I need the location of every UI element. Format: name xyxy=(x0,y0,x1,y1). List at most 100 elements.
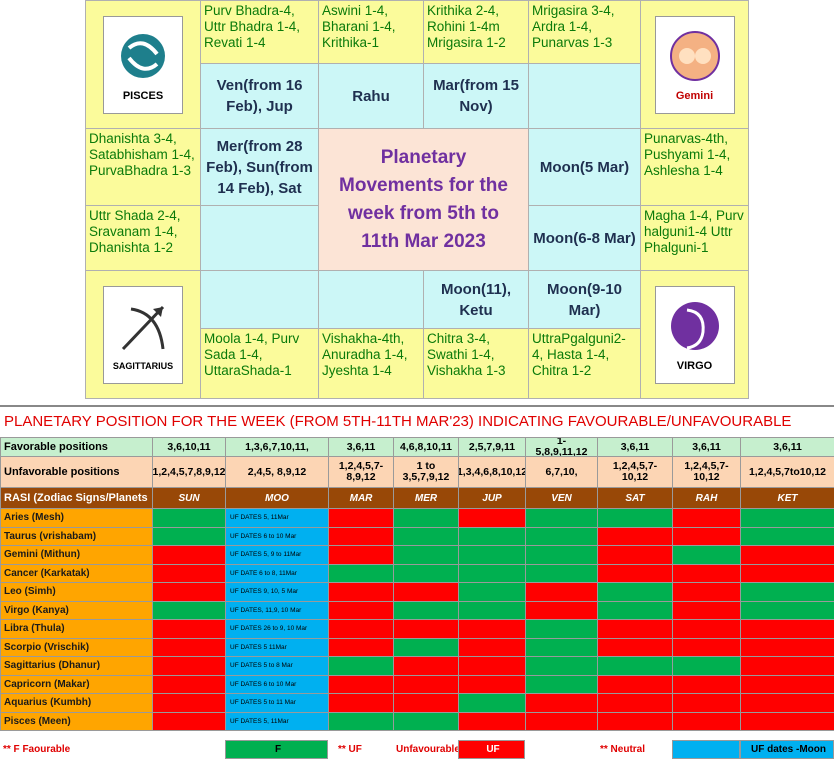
status-cell xyxy=(152,508,226,528)
nakshatra-cell: UttraPgalguni2-4, Hasta 1-4, Chitra 1-2 xyxy=(528,328,641,399)
position-cell: 1,2,4,5,7to10,12 xyxy=(740,456,834,488)
planet-cell xyxy=(200,205,319,271)
nakshatra-cell: Magha 1-4, Purv halguni1-4 Uttr Phalguni… xyxy=(640,205,749,271)
legend-item: ** F Faourable xyxy=(0,740,151,759)
status-cell xyxy=(672,582,741,602)
position-cell: 1,3,4,6,8,10,12 xyxy=(458,456,526,488)
status-cell xyxy=(525,711,598,731)
status-cell xyxy=(393,674,459,694)
column-header: RAH xyxy=(672,487,741,509)
row-label: Unfavorable positions xyxy=(0,456,153,488)
nakshatra-cell: Moola 1-4, Purv Sada 1-4, UttaraShada-1 xyxy=(200,328,319,399)
sign-label: Gemini (Mithun) xyxy=(0,545,153,565)
status-cell xyxy=(597,637,673,657)
position-cell: 6,7,10, xyxy=(525,456,598,488)
emblem-card: VIRGO xyxy=(654,285,735,384)
nakshatra-cell: Aswini 1-4, Bharani 1-4, Krithika-1 xyxy=(318,0,424,64)
status-cell xyxy=(152,600,226,620)
status-cell xyxy=(525,582,598,602)
status-cell xyxy=(740,693,834,713)
status-cell xyxy=(328,582,394,602)
status-cell xyxy=(525,693,598,713)
status-cell xyxy=(672,674,741,694)
position-cell: 2,5,7,9,11 xyxy=(458,437,526,457)
legend-swatch xyxy=(672,740,740,759)
status-cell xyxy=(525,526,598,546)
column-header: SUN xyxy=(152,487,226,509)
status-cell xyxy=(525,637,598,657)
emblem-icon xyxy=(669,30,720,81)
moon-note: UF DATES 26 to 9, 10 Mar xyxy=(225,619,329,639)
status-cell xyxy=(328,600,394,620)
status-cell xyxy=(328,637,394,657)
position-cell: 2,4,5, 8,9,12 xyxy=(225,456,329,488)
status-cell xyxy=(740,526,834,546)
position-cell: 1,3,6,7,10,11, xyxy=(225,437,329,457)
status-cell xyxy=(740,582,834,602)
status-cell xyxy=(672,545,741,565)
status-cell xyxy=(152,563,226,583)
position-cell: 3,6,11 xyxy=(597,437,673,457)
planet-cell xyxy=(200,270,319,329)
status-cell xyxy=(672,637,741,657)
moon-note: UF DATES 5, 9 to 11Mar xyxy=(225,545,329,565)
status-cell xyxy=(328,563,394,583)
emblem-icon xyxy=(121,305,165,350)
emblem-label: Gemini xyxy=(675,89,714,102)
status-cell xyxy=(672,711,741,731)
planet-cell: Moon(9-10 Mar) xyxy=(528,270,641,329)
status-cell xyxy=(672,619,741,639)
emblem-card: PISCES xyxy=(103,15,183,114)
sign-label: Libra (Thula) xyxy=(0,619,153,639)
status-cell xyxy=(393,600,459,620)
position-cell: 1-5,8,9,11,12 xyxy=(525,437,598,457)
sign-label: Leo (Simh) xyxy=(0,582,153,602)
status-cell xyxy=(152,711,226,731)
position-cell: 3,6,11 xyxy=(740,437,834,457)
planet-cell: Mer(from 28 Feb), Sun(from 14 Feb), Sat xyxy=(200,128,319,206)
status-cell xyxy=(458,563,526,583)
status-cell xyxy=(740,545,834,565)
status-cell xyxy=(393,563,459,583)
column-header: MER xyxy=(393,487,459,509)
status-cell xyxy=(393,582,459,602)
moon-note: UF DATES 5, 11Mar xyxy=(225,508,329,528)
legend-item: UF xyxy=(458,740,525,759)
emblem-icon xyxy=(670,301,719,350)
status-cell xyxy=(458,582,526,602)
position-cell: 1,2,4,5,7,8,9,12 xyxy=(152,456,226,488)
emblem-icon xyxy=(121,33,165,78)
sign-label: Aquarius (Kumbh) xyxy=(0,693,153,713)
status-cell xyxy=(597,619,673,639)
status-cell xyxy=(525,656,598,676)
status-cell xyxy=(597,711,673,731)
status-cell xyxy=(152,545,226,565)
moon-note: UF DATE 6 to 8, 11Mar xyxy=(225,563,329,583)
status-cell xyxy=(672,508,741,528)
moon-note: UF DATES 6 to 10 Mar xyxy=(225,526,329,546)
status-cell xyxy=(458,526,526,546)
nakshatra-cell: Mrigasira 3-4, Ardra 1-4, Punarvas 1-3 xyxy=(528,0,641,64)
moon-note: UF DATES 5 to 8 Mar xyxy=(225,656,329,676)
status-cell xyxy=(328,693,394,713)
emblem-card: SAGITTARIUS xyxy=(103,285,183,384)
sign-label: Scorpio (Vrischik) xyxy=(0,637,153,657)
moon-note: UF DATES 5, 11Mar xyxy=(225,711,329,731)
status-cell xyxy=(740,637,834,657)
emblem-label: SAGITTARIUS xyxy=(112,360,174,371)
status-cell xyxy=(393,619,459,639)
status-cell xyxy=(328,508,394,528)
status-cell xyxy=(672,526,741,546)
position-cell: 3,6,11 xyxy=(672,437,741,457)
status-cell xyxy=(740,600,834,620)
status-cell xyxy=(328,619,394,639)
status-cell xyxy=(458,545,526,565)
status-cell xyxy=(458,637,526,657)
moon-note: UF DATES 5 to 11 Mar xyxy=(225,693,329,713)
planet-cell: Moon(6-8 Mar) xyxy=(528,205,641,271)
status-cell xyxy=(740,563,834,583)
status-cell xyxy=(328,526,394,546)
position-cell: 3,6,10,11 xyxy=(152,437,226,457)
sign-emblem: SAGITTARIUS xyxy=(85,270,201,399)
